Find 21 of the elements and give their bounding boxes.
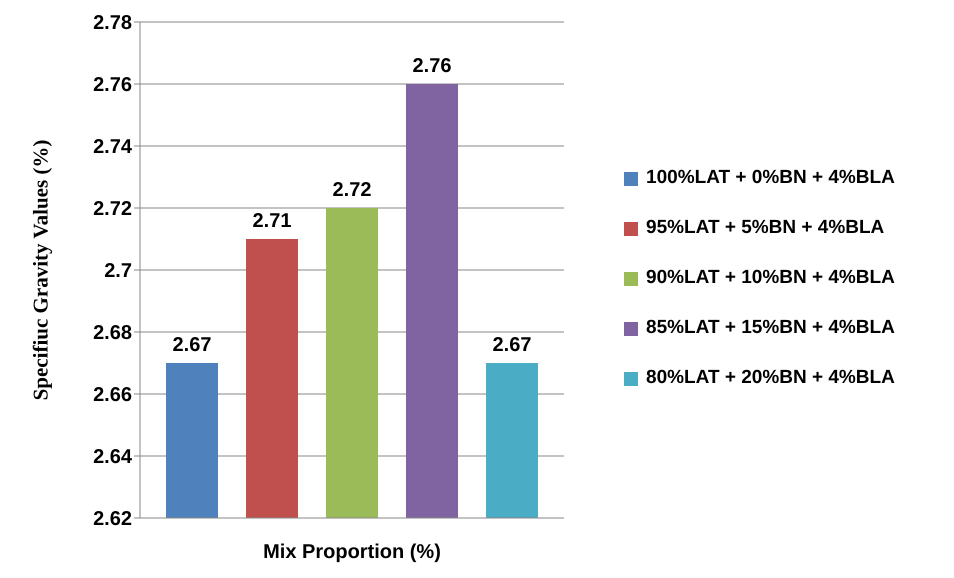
y-tick-label: 2.78 — [93, 12, 132, 34]
y-tick-label: 2.66 — [93, 384, 132, 406]
y-tick-label: 2.74 — [93, 136, 133, 158]
data-label: 2.67 — [492, 334, 532, 356]
x-axis-title: Mix Proportion (%) — [263, 541, 441, 563]
y-tick-label: 2.62 — [93, 508, 132, 530]
y-tick-label: 2.7 — [104, 260, 132, 282]
legend-label: 95%LAT + 5%BN + 4%BLA — [646, 216, 886, 240]
data-label: 2.67 — [172, 334, 212, 356]
data-label: 2.76 — [412, 55, 452, 77]
y-tick-label: 2.68 — [93, 322, 132, 344]
legend-label: 100%LAT + 0%BN + 4%BLA — [646, 166, 896, 190]
legend-label: 90%LAT + 10%BN + 4%BLA — [646, 266, 896, 290]
y-tick-label: 2.64 — [93, 446, 133, 468]
data-label: 2.72 — [332, 179, 372, 201]
y-tick-label: 2.72 — [93, 198, 132, 220]
data-label: 2.71 — [252, 210, 292, 232]
y-tick-label: 2.76 — [93, 74, 132, 96]
legend-label: 85%LAT + 15%BN + 4%BLA — [646, 316, 896, 340]
legend-label: 80%LAT + 20%BN + 4%BLA — [646, 366, 896, 390]
y-axis-title: Specifiuc Gravity Values (%) — [28, 140, 52, 400]
